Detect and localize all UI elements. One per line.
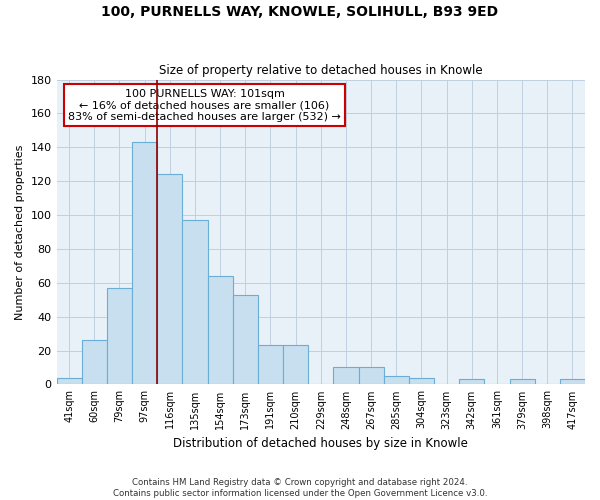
Bar [560, 380, 585, 384]
Bar [509, 380, 535, 384]
Bar [383, 376, 409, 384]
Bar [409, 378, 434, 384]
Bar [283, 346, 308, 385]
Bar [107, 288, 132, 384]
Bar [233, 294, 258, 384]
Bar [334, 368, 359, 384]
Bar [182, 220, 208, 384]
Text: 100 PURNELLS WAY: 101sqm
← 16% of detached houses are smaller (106)
83% of semi-: 100 PURNELLS WAY: 101sqm ← 16% of detach… [68, 88, 341, 122]
Bar [82, 340, 107, 384]
Bar [56, 378, 82, 384]
Bar [208, 276, 233, 384]
Text: Contains HM Land Registry data © Crown copyright and database right 2024.
Contai: Contains HM Land Registry data © Crown c… [113, 478, 487, 498]
Bar [359, 368, 383, 384]
Bar [157, 174, 182, 384]
X-axis label: Distribution of detached houses by size in Knowle: Distribution of detached houses by size … [173, 437, 468, 450]
Bar [132, 142, 157, 384]
Text: 100, PURNELLS WAY, KNOWLE, SOLIHULL, B93 9ED: 100, PURNELLS WAY, KNOWLE, SOLIHULL, B93… [101, 5, 499, 19]
Bar [258, 346, 283, 385]
Bar [459, 380, 484, 384]
Title: Size of property relative to detached houses in Knowle: Size of property relative to detached ho… [159, 64, 482, 77]
Y-axis label: Number of detached properties: Number of detached properties [15, 144, 25, 320]
